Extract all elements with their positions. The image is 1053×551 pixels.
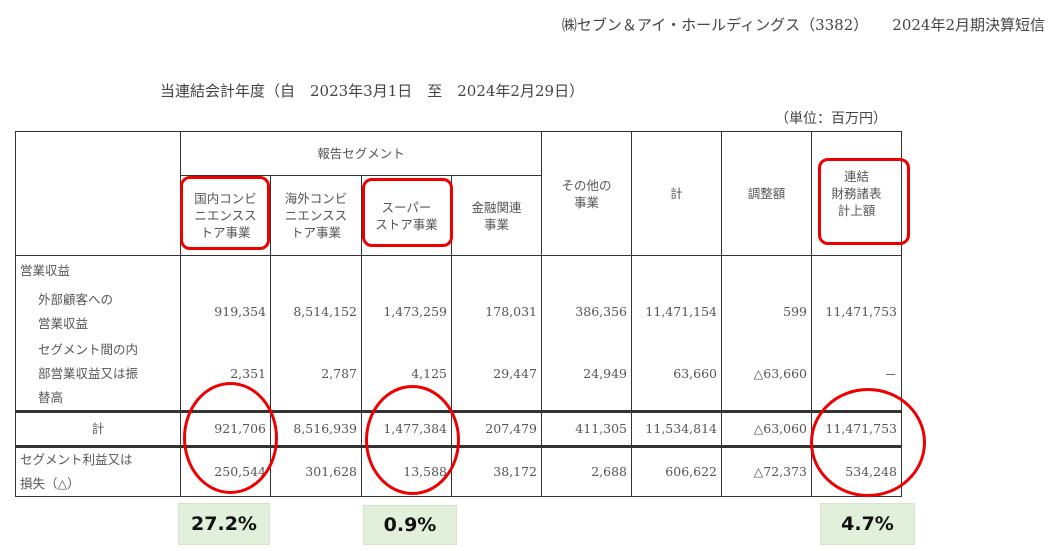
col-header-line: その他の [561, 177, 612, 193]
row-label: 計 [15, 409, 181, 447]
col-header: 調整額 [721, 131, 812, 256]
table-cell: 2,787 [270, 337, 362, 412]
company-name: ㈱セブン＆アイ・ホールディングス（3382） [561, 16, 869, 34]
table-cell: 11,534,814 [631, 409, 722, 447]
margin-badge-superstore: 0.9% [363, 505, 457, 545]
col-header-line: 財務諸表 [831, 186, 882, 201]
table-cell: 24,949 [541, 337, 632, 412]
table-cell: 1,473,259 [361, 285, 452, 338]
col-header: 国内コンビニエンスストア事業 [180, 175, 271, 256]
col-header-line: 事業 [483, 216, 509, 232]
row-label-line: セグメント利益又は [20, 451, 133, 467]
table-cell: 11,471,154 [631, 285, 722, 338]
col-header: 計 [631, 131, 722, 256]
table-cell: △72,373 [721, 444, 812, 497]
report-title: 2024年2月期決算短信 [892, 16, 1045, 34]
unit-label: （単位：百万円） [775, 111, 887, 127]
margin-badge-consolidated: 4.7% [820, 503, 915, 545]
row-label-line: 部営業収益又は振 [38, 365, 139, 381]
col-header-line: 連結 [843, 169, 869, 184]
table-cell: 386,356 [541, 285, 632, 338]
table-cell: △63,660 [721, 337, 812, 412]
table-cell: 8,514,152 [270, 285, 362, 338]
table-cell: 599 [721, 285, 812, 338]
col-header-line: ニエンスス [194, 208, 257, 223]
table-cell: 606,622 [631, 444, 722, 497]
highlight-box-domestic-cvs [180, 176, 270, 250]
table-cell: 11,471,753 [811, 285, 902, 338]
col-header: スーパー ストア事業 [361, 175, 452, 256]
col-header-line: 計上額 [837, 203, 876, 218]
table-row: 外部顧客への 営業収益 919,354 8,514,152 1,473,259 178,0… [15, 285, 902, 338]
table-cell: 2,688 [541, 444, 632, 497]
col-header-line: トア事業 [290, 225, 341, 240]
highlight-oval-domestic-cvs [183, 382, 278, 494]
table-cell: 63,660 [631, 337, 722, 412]
group-header: 報告セグメント [180, 131, 542, 176]
highlight-oval-superstore [365, 385, 460, 495]
row-label-line: 替高 [38, 389, 64, 405]
col-header-line: スーパー [381, 199, 432, 215]
col-header-line: 国内コンビ [194, 191, 257, 206]
col-header-line: 海外コンビ [284, 191, 348, 206]
col-header: 金融関連 事業 [451, 175, 542, 256]
header-row-1: 報告セグメント その他の 事業 計 調整額 連結 財務諸表 計上額 [15, 131, 902, 256]
section-row: 営業収益 [15, 255, 902, 286]
row-label-line: 営業収益 [38, 315, 89, 331]
document-header: ㈱セブン＆アイ・ホールディングス（3382） 2024年2月期決算短信 [538, 14, 1045, 35]
col-header-line: 調整額 [747, 186, 786, 201]
table-row: セグメント間の内 部営業収益又は振 替高 2,351 2,787 4,125 29,447 2… [15, 337, 902, 412]
table-cell: 29,447 [451, 337, 542, 412]
col-header-line: 金融関連 [471, 199, 522, 215]
table-cell: 301,628 [270, 444, 362, 497]
col-header-line: トア事業 [200, 225, 251, 240]
fiscal-period: 当連結会計年度（自 2023年3月1日 至 2024年2月29日） [160, 82, 585, 100]
highlight-oval-consolidated [810, 388, 926, 497]
table-cell: 919,354 [180, 285, 271, 338]
row-label-line: セグメント間の内 [38, 341, 139, 357]
col-header: 海外コンビニエンスストア事業 [270, 175, 362, 256]
row-label-line: 外部顧客への [38, 291, 114, 307]
col-header-line: 事業 [573, 194, 599, 210]
row-label: セグメント利益又は 損失（△） [15, 444, 181, 497]
row-label: セグメント間の内 部営業収益又は振 替高 [15, 337, 181, 412]
col-header-line: 計 [670, 186, 683, 201]
corner-cell [15, 131, 181, 256]
highlight-box-consolidated [818, 158, 910, 245]
margin-badge-domestic-cvs: 27.2% [178, 503, 270, 545]
col-header-line: ニエンスス [284, 208, 348, 223]
row-label-line: 損失（△） [20, 475, 80, 491]
col-header: その他の 事業 [541, 131, 632, 256]
highlight-box-superstore [362, 178, 453, 247]
header-row-2: 国内コンビ ニエンスス トア事業 海外コンビ ニエンスス トア事業 スーパー ストア事業 … [16, 175, 902, 256]
table-cell: 411,305 [541, 409, 632, 447]
row-label-line: 計 [91, 421, 105, 436]
row-label: 外部顧客への 営業収益 [15, 285, 181, 338]
table-cell: △63,060 [721, 409, 812, 447]
table-cell: 8,516,939 [270, 409, 362, 447]
section-label: 営業収益 [15, 255, 181, 286]
table-cell: 207,479 [451, 409, 542, 447]
table-cell: 178,031 [451, 285, 542, 338]
col-header-line: ストア事業 [375, 216, 438, 232]
table-cell: 38,172 [451, 444, 542, 497]
